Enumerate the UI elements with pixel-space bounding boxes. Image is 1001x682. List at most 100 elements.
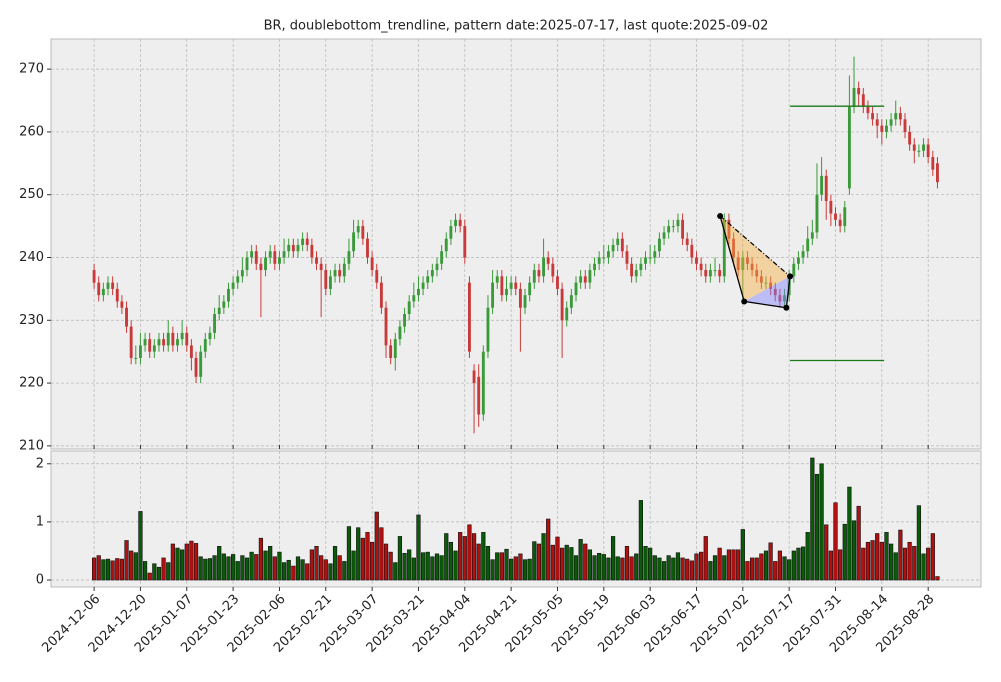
volume-bar bbox=[365, 532, 370, 581]
volume-bar bbox=[587, 549, 593, 581]
candle-body bbox=[477, 376, 481, 415]
volume-bar bbox=[110, 560, 115, 581]
volume-bar bbox=[800, 546, 806, 581]
candle-body bbox=[324, 270, 328, 289]
y-tick-label: 270 bbox=[19, 62, 44, 77]
volume-bar bbox=[156, 566, 162, 581]
candle-body bbox=[704, 270, 708, 277]
candle-body bbox=[630, 263, 634, 277]
candle-body bbox=[885, 125, 888, 132]
volume-bar bbox=[805, 532, 810, 581]
candle-body bbox=[370, 257, 374, 271]
volume-bar bbox=[898, 529, 903, 581]
volume-bar bbox=[221, 553, 226, 581]
candle-body bbox=[375, 270, 379, 283]
volume-bar bbox=[509, 558, 514, 581]
volume-bar bbox=[453, 550, 458, 581]
candle-body bbox=[148, 339, 152, 352]
volume-bar bbox=[731, 549, 736, 581]
volume-bar bbox=[680, 557, 685, 581]
volume-bar bbox=[736, 549, 741, 581]
candle-body bbox=[773, 288, 777, 296]
candle-body bbox=[227, 288, 230, 302]
candle-body bbox=[194, 357, 198, 377]
volume-bar bbox=[281, 562, 287, 581]
volume-bar bbox=[152, 563, 157, 581]
volume-bar bbox=[689, 560, 694, 581]
volume-bar bbox=[138, 511, 143, 581]
candle-body bbox=[157, 339, 161, 346]
volume-bar bbox=[231, 554, 236, 581]
candle-body bbox=[115, 288, 119, 302]
candle-body bbox=[328, 276, 332, 289]
volume-bar bbox=[768, 542, 773, 581]
y-tick-label: 240 bbox=[19, 250, 44, 265]
candle-body bbox=[736, 257, 740, 271]
volume-bar bbox=[921, 553, 926, 581]
candle-body bbox=[574, 282, 578, 296]
candle-body bbox=[509, 282, 513, 289]
volume-bar bbox=[217, 546, 222, 581]
volume-bar bbox=[207, 558, 213, 581]
candle-body bbox=[657, 238, 661, 252]
candle-body bbox=[820, 175, 824, 195]
volume-bar bbox=[671, 557, 676, 581]
candle-body bbox=[463, 226, 467, 258]
volume-bar bbox=[166, 562, 171, 581]
candle-body bbox=[111, 282, 115, 289]
candle-body bbox=[389, 345, 393, 358]
candle-body bbox=[583, 276, 587, 283]
volume-bar bbox=[838, 549, 843, 581]
volume-bar bbox=[926, 547, 931, 581]
candle-body bbox=[746, 257, 749, 264]
volume-bar bbox=[740, 529, 745, 581]
volume-bar bbox=[374, 511, 379, 581]
volume-bar bbox=[481, 532, 486, 581]
volume-bar bbox=[763, 550, 769, 581]
candle-body bbox=[722, 219, 726, 277]
candle-body bbox=[843, 207, 847, 227]
candle-body bbox=[815, 194, 819, 233]
candle-body bbox=[250, 251, 254, 258]
volume-bar bbox=[272, 556, 277, 581]
candle-body bbox=[838, 219, 842, 227]
volume-bar bbox=[888, 543, 894, 581]
volume-bar bbox=[828, 550, 833, 581]
pattern-shade-upper bbox=[720, 216, 791, 302]
volume-bar bbox=[434, 553, 440, 581]
candle-body bbox=[407, 301, 411, 315]
volume-bar bbox=[620, 557, 625, 581]
volume-bar bbox=[555, 536, 560, 581]
candle-body bbox=[162, 339, 166, 346]
candle-body bbox=[861, 94, 865, 107]
volume-bar bbox=[592, 555, 597, 581]
volume-bar bbox=[782, 556, 787, 581]
volume-bar bbox=[708, 561, 713, 581]
candle-body bbox=[556, 276, 559, 289]
candle-body bbox=[908, 131, 912, 145]
candle-body bbox=[129, 326, 133, 358]
volume-bar bbox=[749, 557, 755, 581]
volume-bar bbox=[115, 558, 120, 581]
candle-body bbox=[347, 251, 351, 264]
volume-bar bbox=[694, 553, 699, 581]
candle-body bbox=[871, 113, 875, 120]
candle-body bbox=[546, 257, 550, 264]
candle-body bbox=[810, 232, 814, 239]
volume-bar bbox=[416, 514, 421, 581]
candle-body bbox=[551, 263, 555, 277]
candle-body bbox=[713, 270, 717, 272]
candle-body bbox=[917, 150, 921, 152]
volume-bar bbox=[930, 533, 935, 581]
volume-bar bbox=[323, 559, 328, 581]
candle-body bbox=[852, 87, 856, 107]
candle-body bbox=[597, 257, 601, 264]
volume-bar bbox=[875, 533, 880, 581]
volume-bar bbox=[791, 550, 796, 581]
candle-body bbox=[727, 219, 731, 239]
candle-body bbox=[648, 257, 652, 259]
candle-body bbox=[236, 276, 240, 283]
volume-bar bbox=[309, 549, 314, 581]
candle-body bbox=[166, 332, 170, 346]
